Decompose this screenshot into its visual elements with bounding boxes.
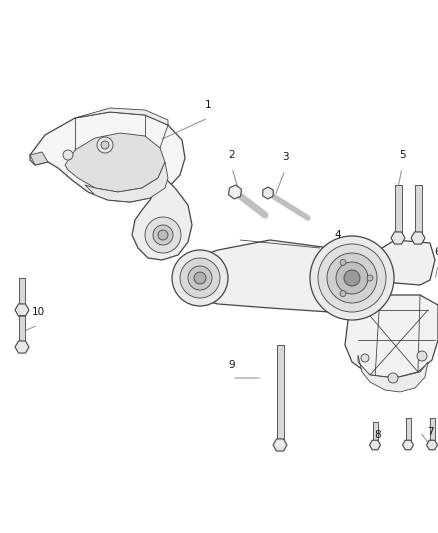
Text: 3: 3 bbox=[282, 152, 288, 162]
Polygon shape bbox=[427, 440, 438, 450]
Polygon shape bbox=[15, 304, 29, 316]
Circle shape bbox=[318, 244, 386, 312]
Text: 7: 7 bbox=[427, 427, 433, 437]
Circle shape bbox=[417, 351, 427, 361]
Circle shape bbox=[336, 262, 368, 294]
Polygon shape bbox=[30, 152, 48, 165]
Circle shape bbox=[180, 258, 220, 298]
Polygon shape bbox=[391, 232, 405, 244]
Bar bbox=[372, 422, 378, 445]
Circle shape bbox=[194, 272, 206, 284]
Text: 4: 4 bbox=[335, 230, 341, 240]
Bar bbox=[395, 185, 402, 238]
Text: 9: 9 bbox=[229, 360, 235, 370]
Text: 5: 5 bbox=[399, 150, 405, 160]
Bar bbox=[19, 315, 25, 347]
Text: 6: 6 bbox=[434, 247, 438, 257]
Polygon shape bbox=[378, 240, 435, 285]
Circle shape bbox=[158, 230, 168, 240]
Circle shape bbox=[388, 373, 398, 383]
Bar bbox=[430, 418, 434, 445]
Circle shape bbox=[361, 354, 369, 362]
Polygon shape bbox=[345, 295, 438, 378]
Polygon shape bbox=[358, 355, 428, 392]
Circle shape bbox=[344, 270, 360, 286]
Bar bbox=[276, 345, 283, 445]
Text: 8: 8 bbox=[374, 430, 381, 440]
Circle shape bbox=[63, 150, 73, 160]
Circle shape bbox=[97, 137, 113, 153]
Circle shape bbox=[145, 217, 181, 253]
Text: 10: 10 bbox=[32, 307, 45, 317]
Text: 2: 2 bbox=[229, 150, 235, 160]
Polygon shape bbox=[65, 133, 165, 192]
Bar bbox=[19, 278, 25, 310]
Polygon shape bbox=[403, 440, 413, 450]
Circle shape bbox=[340, 290, 346, 296]
Polygon shape bbox=[370, 440, 381, 450]
Polygon shape bbox=[85, 162, 168, 202]
Circle shape bbox=[172, 250, 228, 306]
Text: 1: 1 bbox=[205, 100, 211, 110]
Polygon shape bbox=[30, 112, 185, 202]
Polygon shape bbox=[75, 108, 168, 125]
Circle shape bbox=[153, 225, 173, 245]
Polygon shape bbox=[411, 232, 425, 244]
Circle shape bbox=[340, 260, 346, 265]
Polygon shape bbox=[263, 187, 273, 199]
Polygon shape bbox=[229, 185, 241, 199]
Bar bbox=[406, 418, 410, 445]
Bar bbox=[414, 185, 421, 238]
Circle shape bbox=[188, 266, 212, 290]
Circle shape bbox=[310, 236, 394, 320]
Polygon shape bbox=[273, 439, 287, 451]
Circle shape bbox=[367, 275, 373, 281]
Circle shape bbox=[101, 141, 109, 149]
Polygon shape bbox=[195, 240, 360, 312]
Circle shape bbox=[327, 253, 377, 303]
Polygon shape bbox=[15, 341, 29, 353]
Polygon shape bbox=[132, 175, 192, 260]
